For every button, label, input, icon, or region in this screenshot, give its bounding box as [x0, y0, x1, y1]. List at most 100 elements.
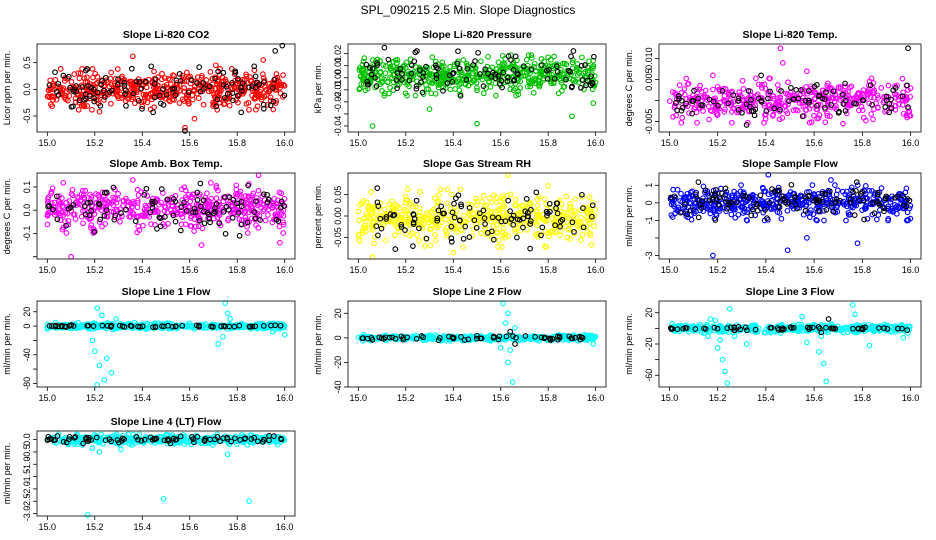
data-point [244, 230, 251, 236]
y-tick-label: -80 [22, 377, 32, 390]
data-point [459, 227, 465, 234]
data-point [428, 90, 435, 97]
data-point [465, 82, 472, 89]
data-point [837, 97, 844, 103]
data-point [678, 107, 685, 114]
data-point [402, 90, 409, 97]
data-point [359, 66, 365, 73]
data-point [379, 88, 385, 94]
data-point [828, 177, 834, 183]
data-point [489, 69, 496, 76]
data-point [500, 300, 506, 307]
data-point [172, 218, 179, 225]
data-point [566, 67, 572, 74]
data-point [748, 108, 755, 114]
data-point [394, 85, 400, 92]
data-point [214, 214, 221, 221]
data-point [215, 78, 221, 85]
data-point [517, 78, 524, 85]
data-point [678, 190, 684, 197]
data-point [376, 334, 383, 341]
data-point [409, 230, 416, 236]
data-point [819, 190, 826, 197]
data-point [695, 179, 702, 185]
data-point [546, 335, 553, 342]
data-point [227, 316, 233, 322]
data-point [590, 341, 597, 347]
data-point [538, 71, 545, 78]
data-point [50, 206, 56, 213]
data-point [155, 208, 161, 215]
data-point [865, 91, 871, 98]
data-point [381, 206, 388, 213]
data-point [260, 105, 267, 112]
y-tick-label: 0.01 [333, 57, 343, 75]
data-point [394, 70, 401, 76]
data-point [262, 217, 269, 224]
data-point [61, 92, 68, 98]
data-point [457, 217, 463, 224]
data-point [834, 187, 841, 194]
data-point [474, 87, 480, 94]
data-point [543, 67, 550, 74]
data-point [454, 60, 461, 67]
data-point [900, 89, 906, 96]
data-point [106, 83, 113, 90]
panel-4: Slope Amb. Box Temp.degrees C per min.15… [2, 158, 296, 275]
data-point [274, 81, 281, 88]
data-point [56, 198, 63, 205]
x-tick-label: 15.6 [492, 265, 510, 275]
data-point [505, 197, 512, 204]
data-point [904, 82, 910, 89]
data-point [903, 203, 910, 210]
data-point [579, 191, 585, 198]
data-point [759, 85, 765, 91]
y-axis-label: degrees C per min. [624, 50, 634, 127]
data-point [238, 203, 245, 210]
data-point [677, 209, 684, 216]
data-point [108, 100, 114, 107]
data-point [828, 202, 835, 209]
data-point [166, 97, 172, 103]
data-point [579, 231, 586, 238]
data-point [156, 201, 162, 208]
data-point [86, 215, 93, 222]
data-point [448, 191, 455, 198]
data-point [369, 254, 376, 260]
data-point [234, 92, 241, 99]
data-point [203, 197, 210, 204]
data-point [726, 201, 733, 208]
data-point [449, 78, 456, 85]
data-point [416, 209, 423, 216]
data-point [503, 333, 510, 340]
data-point [82, 211, 89, 218]
data-point [183, 69, 190, 76]
data-point [177, 77, 184, 84]
data-point [902, 189, 909, 196]
data-point [524, 227, 530, 233]
data-point [885, 82, 892, 89]
data-point [279, 42, 286, 49]
data-point [435, 192, 442, 198]
data-point [221, 322, 227, 329]
data-point [239, 80, 246, 86]
data-point [785, 79, 791, 86]
x-tick-label: 15.4 [757, 138, 775, 148]
data-point [711, 207, 718, 214]
data-point [778, 88, 784, 94]
data-point [410, 219, 417, 226]
data-point [869, 200, 876, 206]
data-point [214, 90, 220, 97]
data-point [380, 62, 387, 68]
data-point [754, 207, 761, 214]
data-points [44, 172, 288, 260]
data-point [510, 221, 517, 228]
data-point [406, 215, 412, 222]
data-point [215, 68, 221, 75]
data-point [138, 85, 145, 92]
data-point [141, 212, 148, 219]
data-point [264, 102, 271, 108]
data-point [770, 93, 776, 100]
data-point [233, 194, 240, 200]
data-point [160, 92, 166, 98]
